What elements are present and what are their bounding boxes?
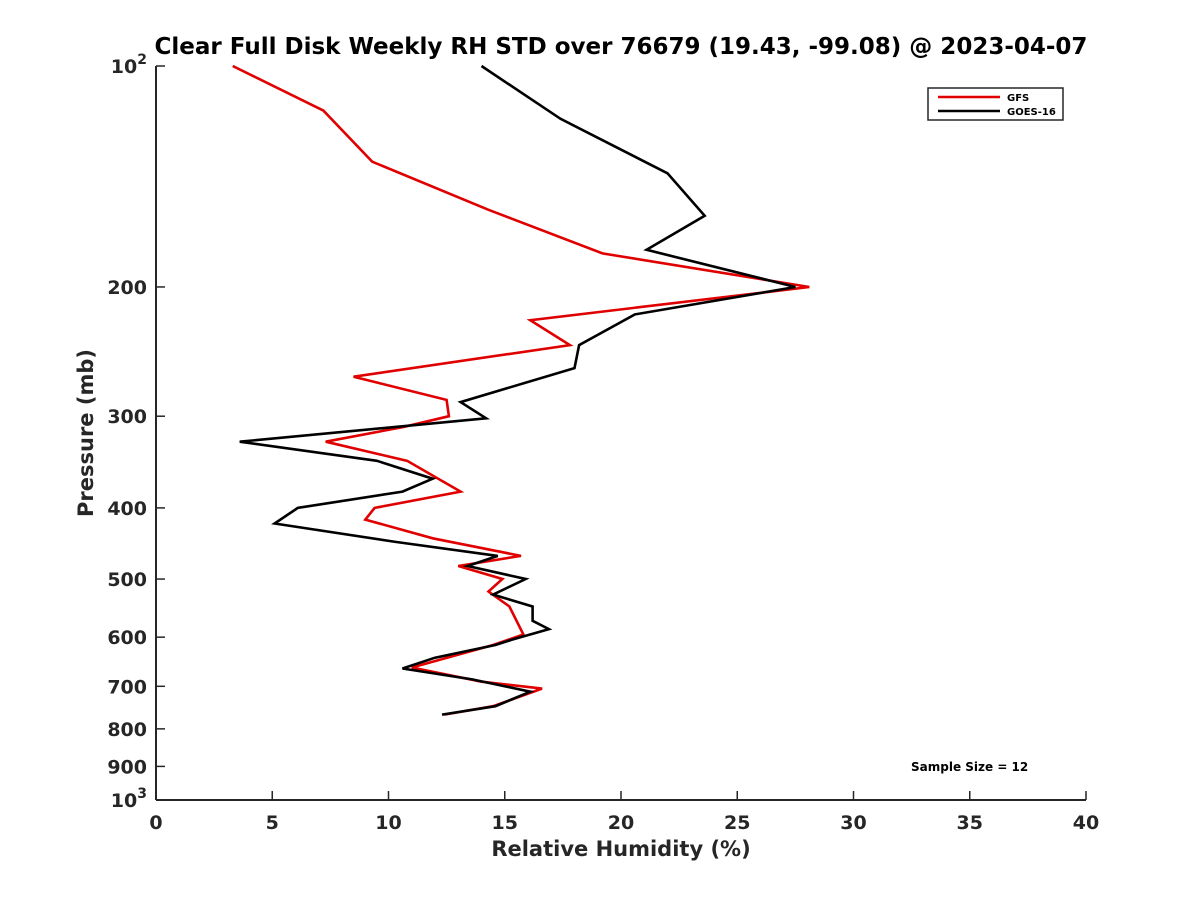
legend: GFS GOES-16 [927, 87, 1064, 121]
x-tick-label: 30 [840, 812, 866, 834]
y-tick-label: 800 [107, 719, 147, 741]
y-tick-label: 500 [107, 569, 147, 591]
series-layer [232, 64, 810, 716]
y-ticks: 102 200 300 400 500 600 700 800 900 103 [107, 52, 165, 812]
x-tick-label: 40 [1073, 812, 1099, 834]
x-ticks: 0 5 10 15 20 25 30 35 40 [149, 791, 1099, 834]
legend-box [927, 87, 1064, 121]
x-tick-label: 35 [957, 812, 983, 834]
legend-label-gfs: GFS [1007, 93, 1029, 104]
x-tick-label: 20 [608, 812, 634, 834]
x-tick-label: 10 [375, 812, 401, 834]
x-tick-label: 15 [492, 812, 518, 834]
chart-title: Clear Full Disk Weekly RH STD over 76679… [155, 34, 1088, 60]
y-tick-label: 200 [107, 277, 147, 299]
x-tick-label: 25 [724, 812, 750, 834]
y-tick-label: 700 [107, 676, 147, 698]
x-tick-label: 5 [266, 812, 279, 834]
y-tick-label: 400 [107, 498, 147, 520]
y-tick-label: 102 [111, 52, 147, 78]
x-axis-label: Relative Humidity (%) [491, 837, 750, 861]
y-tick-label: 600 [107, 627, 147, 649]
x-tick-label: 0 [149, 812, 162, 834]
y-tick-label: 103 [111, 786, 147, 812]
legend-label-goes-16: GOES-16 [1007, 107, 1056, 118]
y-axis-label: Pressure (mb) [74, 349, 98, 517]
y-tick-label: 300 [107, 406, 147, 428]
sample-size-annotation: Sample Size = 12 [911, 760, 1028, 774]
series-line-goes-16 [239, 64, 796, 716]
y-tick-label: 900 [107, 756, 147, 778]
